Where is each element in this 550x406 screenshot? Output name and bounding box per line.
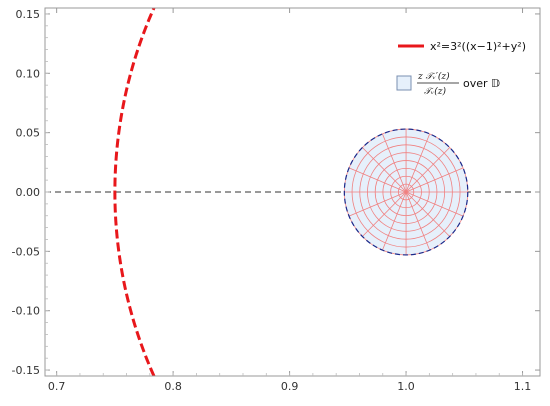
- curve-line: [113, 8, 156, 376]
- region-mesh-spoke: [348, 167, 407, 193]
- x-tick-label: 0.7: [48, 380, 66, 393]
- region-mesh-spoke: [405, 147, 450, 193]
- legend-curve-label: x²=3²((x−1)²+y²): [430, 40, 526, 53]
- plot-area: [45, 8, 540, 376]
- region-mesh-spoke: [362, 147, 407, 193]
- y-tick-label: 0.10: [16, 67, 41, 80]
- legend-region-denominator: 𝒯ᵥ(z): [424, 86, 447, 97]
- y-tick-label: -0.10: [12, 305, 40, 318]
- region-mesh-spoke: [405, 167, 464, 193]
- legend-region-numerator: z 𝒯ᵥ′(z): [417, 71, 450, 82]
- legend-region-swatch: [396, 75, 412, 91]
- x-tick-label: 0.9: [281, 380, 299, 393]
- x-tick-label: 0.8: [164, 380, 182, 393]
- x-tick-label: 1.1: [514, 380, 532, 393]
- y-tick-label: 0.00: [16, 186, 41, 199]
- y-tick-label: 0.05: [16, 127, 41, 140]
- axes: 0.7 0.8 0.9 1.0 1.1 0.15 0.10 0.05 0.00 -0.05 -0.1…: [12, 7, 541, 393]
- region-mesh-spoke: [382, 191, 407, 251]
- y-tick-label: 0.15: [16, 8, 41, 21]
- region-boundary: [343, 128, 469, 256]
- x-tick-label: 1.0: [397, 380, 415, 393]
- region-mesh-spoke: [382, 133, 407, 193]
- y-tick-label: -0.05: [12, 245, 40, 258]
- region-mesh-spoke: [362, 191, 407, 237]
- region-mesh-spoke: [348, 191, 407, 217]
- region-mesh-spoke: [405, 191, 450, 237]
- y-tick-label: -0.15: [12, 364, 40, 377]
- region-mesh-spoke: [405, 191, 464, 217]
- legend-region-suffix: over 𝔻: [463, 77, 500, 90]
- region-mesh-spoke: [405, 133, 431, 193]
- legend: x²=3²((x−1)²+y²) z 𝒯ᵥ′(z) 𝒯ᵥ(z) over 𝔻: [396, 40, 526, 97]
- region-mesh-spoke: [405, 191, 431, 251]
